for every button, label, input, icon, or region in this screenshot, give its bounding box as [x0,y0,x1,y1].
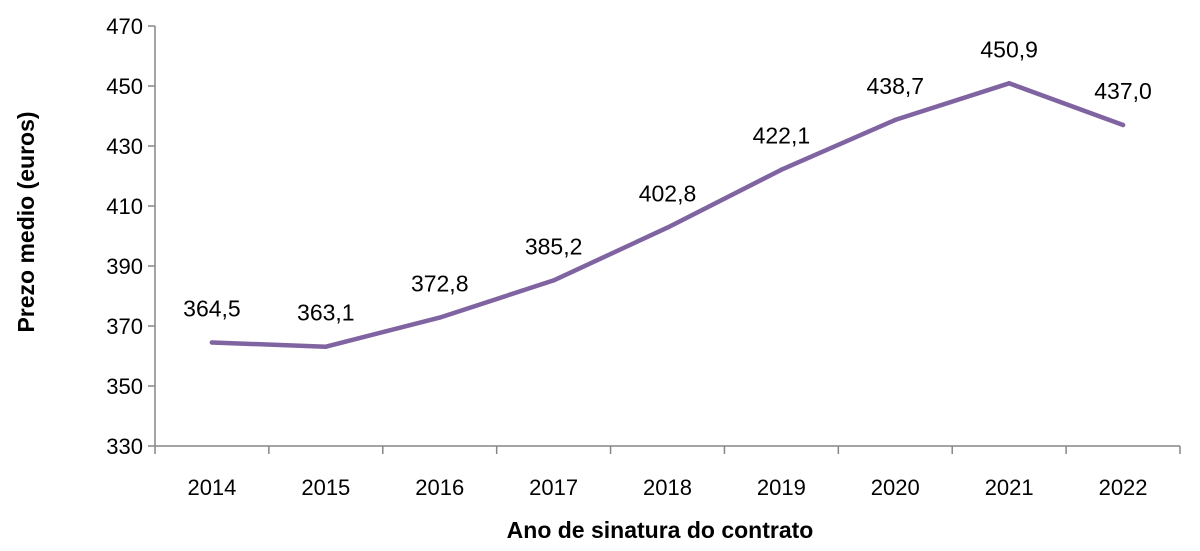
x-tick-label: 2017 [529,475,578,500]
data-point [893,117,898,123]
series-layer [209,81,1126,349]
data-label: 437,0 [1094,78,1152,104]
x-tick-label: 2014 [187,475,236,500]
y-tick-label: 350 [106,374,143,399]
data-point [1120,122,1126,128]
y-tick-label: 410 [106,194,143,219]
x-tick-label: 2022 [1099,475,1148,500]
data-point [437,315,442,320]
data-label: 364,5 [183,296,241,322]
x-axis: 2014 2015 2016 2017 2018 2019 2020 2021 2022 [154,445,1181,500]
y-tick-label: 330 [106,434,143,459]
data-label: 438,7 [866,73,924,99]
data-label: 422,1 [753,123,811,149]
data-label: 372,8 [411,271,469,297]
data-label: 363,1 [297,300,355,326]
data-point [779,167,784,172]
y-tick-label: 390 [106,254,143,279]
x-tick-label: 2018 [643,475,692,500]
x-tick-label: 2020 [871,475,920,500]
x-tick-label: 2021 [985,475,1034,500]
data-label: 402,8 [639,181,697,207]
data-point [209,340,215,345]
data-point [551,278,556,283]
x-tick-label: 2016 [415,475,464,500]
data-point [323,344,329,349]
y-tick-label: 470 [106,14,143,39]
data-label: 385,2 [525,233,583,259]
y-axis: 330 350 370 390 410 430 450 470 [106,14,156,459]
y-axis-title: Prezo medio (euros) [13,111,39,332]
data-label: 450,9 [980,36,1038,62]
data-labels: 364,5 363,1 372,8 385,2 402,8 422,1 438,7 450,9… [183,36,1152,325]
y-tick-label: 450 [106,74,143,99]
x-axis-title: Ano de sinatura do contrato [507,517,814,543]
x-tick-label: 2019 [757,475,806,500]
data-point [1006,81,1012,86]
data-point [665,225,670,230]
y-tick-label: 370 [106,314,143,339]
y-tick-label: 430 [106,134,143,159]
x-tick-label: 2015 [301,475,350,500]
